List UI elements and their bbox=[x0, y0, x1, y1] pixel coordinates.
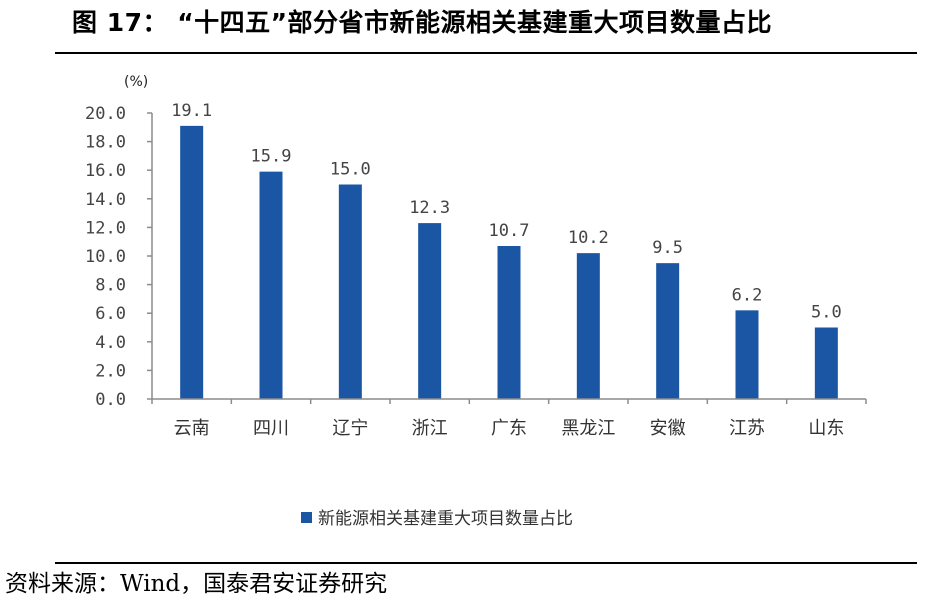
bar-chart: (%) 0.0 2.0 4.0 6.0 8.0 10.0 12.0 14.0 16.0 18.0 2… bbox=[85, 74, 867, 529]
y-axis-unit-label: (%) bbox=[124, 74, 148, 90]
x-category-label: 安徽 bbox=[650, 418, 686, 439]
data-label: 15.0 bbox=[330, 160, 371, 180]
x-category-label: 辽宁 bbox=[332, 418, 368, 439]
data-label: 5.0 bbox=[811, 303, 842, 323]
y-tick-label: 10.0 bbox=[85, 247, 126, 267]
y-tick-label: 4.0 bbox=[95, 333, 126, 353]
data-label: 12.3 bbox=[409, 198, 450, 218]
x-category-label: 黑龙江 bbox=[561, 418, 615, 439]
y-tick-label: 2.0 bbox=[95, 361, 126, 381]
x-axis-categories: 云南 四川 辽宁 浙江 广东 黑龙江 安徽 江苏 山东 bbox=[174, 418, 845, 439]
x-axis-tick-marks bbox=[151, 399, 867, 404]
data-label: 10.7 bbox=[489, 221, 530, 241]
bar bbox=[656, 263, 680, 399]
title-divider bbox=[55, 52, 917, 54]
x-category-label: 江苏 bbox=[729, 418, 765, 439]
y-tick-label: 18.0 bbox=[85, 133, 126, 153]
bar bbox=[418, 223, 442, 399]
y-tick-label: 6.0 bbox=[95, 304, 126, 324]
x-category-label: 山东 bbox=[808, 418, 844, 439]
bar bbox=[259, 171, 283, 399]
data-labels: 19.1 15.9 15.0 12.3 10.7 10.2 9.5 6.2 5.0 bbox=[171, 101, 842, 323]
bar bbox=[180, 125, 204, 400]
bar bbox=[814, 327, 838, 399]
legend-label: 新能源相关基建重大项目数量占比 bbox=[318, 509, 573, 529]
bar bbox=[497, 245, 521, 399]
bar bbox=[338, 184, 362, 399]
data-label: 9.5 bbox=[652, 238, 683, 258]
y-tick-label: 0.0 bbox=[95, 390, 126, 410]
footer-divider bbox=[55, 562, 917, 564]
y-tick-label: 8.0 bbox=[95, 276, 126, 296]
data-label: 19.1 bbox=[171, 101, 212, 121]
y-axis-ticks: 0.0 2.0 4.0 6.0 8.0 10.0 12.0 14.0 16.0 18.0 20.0 bbox=[85, 104, 152, 410]
data-label: 6.2 bbox=[732, 285, 763, 305]
bar bbox=[735, 310, 759, 399]
bars bbox=[180, 125, 838, 400]
data-label: 10.2 bbox=[568, 228, 609, 248]
x-category-label: 浙江 bbox=[412, 418, 448, 439]
y-tick-label: 16.0 bbox=[85, 161, 126, 181]
y-tick-label: 20.0 bbox=[85, 104, 126, 124]
figure-title: 图 17： “十四五”部分省市新能源相关基建重大项目数量占比 bbox=[72, 8, 773, 37]
y-tick-label: 14.0 bbox=[85, 190, 126, 210]
x-category-label: 四川 bbox=[253, 418, 289, 439]
source-note: 资料来源：Wind，国泰君安证券研究 bbox=[5, 571, 388, 597]
bar bbox=[576, 253, 600, 399]
data-label: 15.9 bbox=[251, 147, 292, 167]
legend-swatch bbox=[301, 512, 312, 523]
x-category-label: 云南 bbox=[174, 418, 210, 439]
x-category-label: 广东 bbox=[491, 418, 527, 439]
y-tick-label: 12.0 bbox=[85, 218, 126, 238]
